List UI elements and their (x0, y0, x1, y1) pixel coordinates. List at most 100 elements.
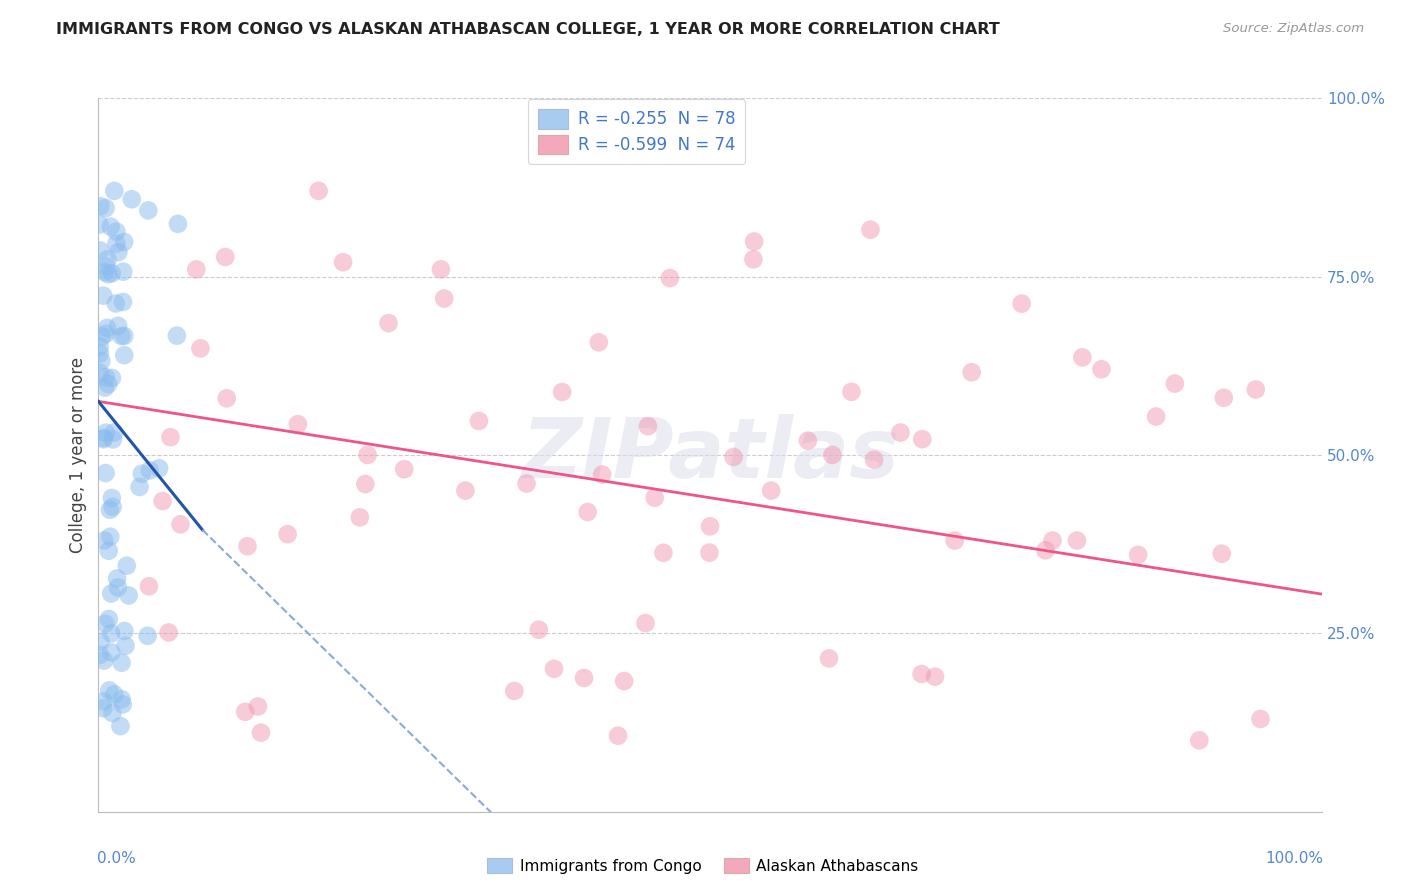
Point (1188, 733, 1211, 747)
Point (591, 467, 613, 482)
Point (110, 329, 132, 343)
Point (97, 267, 120, 281)
Point (93, 432, 115, 446)
Point (139, 463, 162, 477)
Point (94, 326, 117, 341)
Point (468, 414, 491, 428)
Point (430, 262, 453, 277)
Point (128, 480, 150, 494)
Point (93, 694, 115, 708)
Point (103, 425, 125, 440)
Point (1035, 543, 1057, 558)
Point (308, 184, 330, 198)
Point (100, 645, 122, 659)
Text: 100.0%: 100.0% (1265, 851, 1323, 866)
Point (356, 448, 378, 462)
Point (1211, 547, 1233, 561)
Point (818, 651, 841, 665)
Point (101, 433, 124, 447)
Point (94, 381, 117, 395)
Point (859, 223, 882, 237)
Point (105, 571, 128, 585)
Point (943, 533, 966, 548)
Point (93, 701, 115, 715)
Point (89, 366, 111, 380)
Point (613, 674, 636, 689)
Point (94, 466, 117, 480)
Point (111, 692, 134, 706)
Point (112, 329, 135, 343)
Y-axis label: College, 1 year or more: College, 1 year or more (69, 357, 87, 553)
Point (911, 432, 934, 446)
Point (841, 384, 863, 399)
Point (1128, 548, 1150, 562)
Point (114, 624, 136, 638)
Point (1244, 383, 1267, 397)
Point (93, 431, 115, 445)
Point (1066, 533, 1088, 548)
Point (91, 288, 114, 302)
Point (107, 245, 129, 260)
Point (527, 623, 550, 637)
Point (1011, 296, 1033, 310)
Point (246, 699, 269, 714)
Point (637, 419, 659, 434)
Point (96, 321, 118, 335)
Point (103, 687, 125, 701)
Point (186, 262, 208, 277)
Point (111, 698, 134, 712)
Point (1249, 712, 1271, 726)
Point (924, 670, 946, 684)
Point (136, 203, 159, 218)
Point (863, 452, 886, 467)
Text: ZIPatlas: ZIPatlas (522, 415, 898, 495)
Point (644, 491, 666, 505)
Point (112, 265, 135, 279)
Point (148, 461, 170, 475)
Point (167, 217, 190, 231)
Point (94, 616, 117, 631)
Point (634, 616, 657, 631)
Point (98, 503, 121, 517)
Point (607, 729, 630, 743)
Point (742, 235, 765, 249)
Point (250, 725, 273, 739)
Point (111, 295, 134, 310)
Point (104, 296, 127, 310)
Point (377, 316, 399, 330)
Point (354, 477, 377, 491)
Point (105, 225, 128, 239)
Point (572, 671, 595, 685)
Point (98, 683, 121, 698)
Point (960, 365, 983, 379)
Point (89, 244, 111, 258)
Point (157, 625, 180, 640)
Point (152, 494, 174, 508)
Point (287, 417, 309, 432)
Point (121, 192, 143, 206)
Point (699, 546, 721, 560)
Text: Source: ZipAtlas.com: Source: ZipAtlas.com (1223, 22, 1364, 36)
Point (112, 235, 135, 249)
Point (699, 519, 721, 533)
Point (723, 450, 745, 464)
Point (115, 558, 138, 573)
Point (1042, 533, 1064, 548)
Point (1212, 391, 1234, 405)
Legend: R = -0.255  N = 78, R = -0.599  N = 74: R = -0.255 N = 78, R = -0.599 N = 74 (527, 99, 745, 164)
Point (94, 201, 117, 215)
Point (433, 292, 456, 306)
Point (236, 539, 259, 553)
Point (89, 218, 111, 232)
Point (90, 354, 112, 368)
Point (118, 589, 141, 603)
Point (105, 236, 128, 251)
Point (889, 425, 911, 440)
Point (190, 342, 212, 356)
Legend: Immigrants from Congo, Alaskan Athabascans: Immigrants from Congo, Alaskan Athabasca… (481, 852, 925, 880)
Point (100, 491, 122, 505)
Point (392, 462, 416, 476)
Point (503, 684, 526, 698)
Point (97, 377, 120, 392)
Point (166, 328, 188, 343)
